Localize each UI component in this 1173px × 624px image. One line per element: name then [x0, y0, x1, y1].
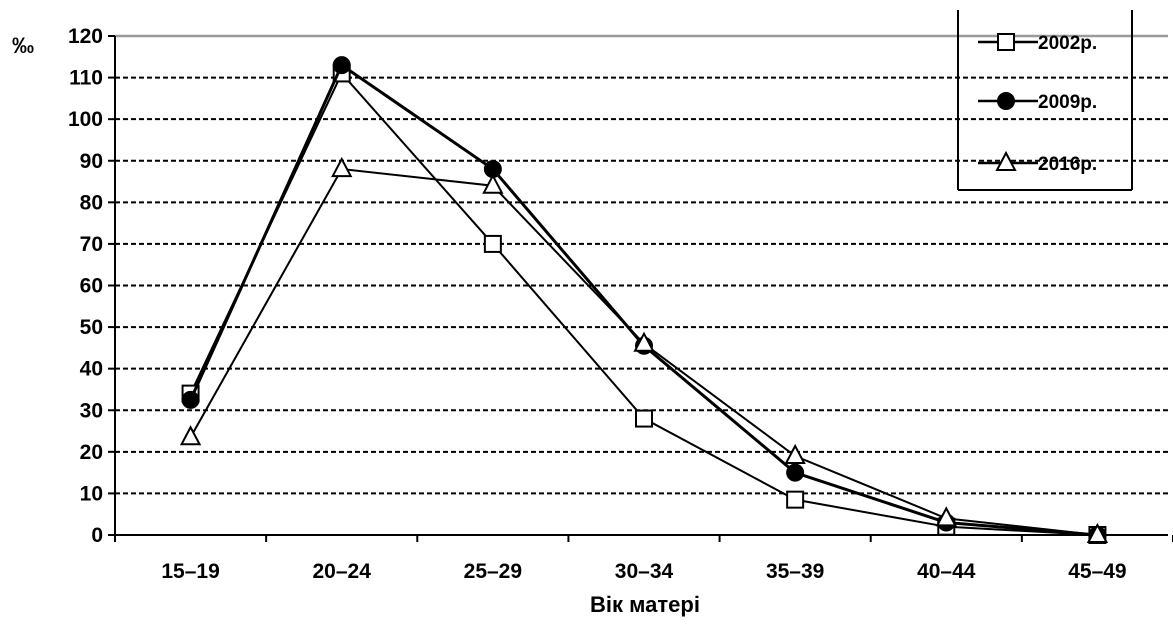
series-2 — [181, 56, 1107, 544]
data-point — [786, 490, 805, 509]
data-point — [482, 173, 504, 194]
y-axis-ticks: 0 10 20 30 40 50 60 70 80 90 100 110 120 — [68, 25, 115, 547]
x-tick-label: 45–49 — [1068, 560, 1126, 583]
y-tick-label: 60 — [80, 275, 103, 298]
y-tick-label: 100 — [68, 108, 103, 131]
series-group — [179, 56, 1109, 544]
x-axis-label: Вік матері — [590, 592, 700, 617]
gridlines — [115, 34, 1168, 495]
y-tick-label: 70 — [80, 233, 103, 256]
data-point — [786, 463, 805, 482]
legend-entry: 2009р. — [978, 92, 1097, 113]
y-tick-label: 40 — [80, 358, 103, 381]
legend-label: 2016р. — [1038, 154, 1097, 175]
y-tick-label: 10 — [80, 482, 103, 505]
y-tick-label: 30 — [80, 399, 103, 422]
y-tick-label: 120 — [68, 25, 103, 48]
x-axis-ticks: 15–19 20–24 25–29 30–34 35–39 40–44 45–49 — [114, 535, 1173, 583]
data-point — [635, 409, 653, 428]
x-tick-label: 25–29 — [464, 560, 522, 583]
data-point — [181, 390, 200, 409]
legend-label: 2009р. — [1038, 92, 1097, 113]
series-3 — [179, 156, 1109, 543]
x-tick-label: 35–39 — [766, 560, 824, 583]
legend-marker — [995, 150, 1017, 171]
axes — [114, 36, 1168, 541]
y-tick-label: 110 — [69, 67, 103, 90]
data-point — [1086, 522, 1109, 543]
series-1 — [181, 64, 1107, 544]
x-tick-label: 15–19 — [161, 560, 219, 583]
legend: 2002р. 2009р. 2016р. — [957, 10, 1133, 191]
data-point — [332, 56, 351, 75]
legend-entry: 2016р. — [978, 150, 1097, 175]
data-point — [633, 331, 655, 352]
x-tick-label: 40–44 — [917, 560, 976, 583]
data-point — [179, 425, 202, 446]
data-point — [331, 156, 353, 178]
x-tick-label: 20–24 — [313, 560, 372, 583]
legend-marker — [997, 33, 1015, 51]
data-point — [935, 506, 957, 527]
y-tick-label: 90 — [80, 150, 103, 173]
legend-entry: 2002р. — [978, 33, 1097, 54]
y-tick-label: 20 — [80, 441, 103, 464]
y-tick-label: 80 — [80, 191, 103, 214]
data-point — [483, 234, 502, 253]
series-line — [189, 62, 1098, 537]
series-line — [189, 71, 1098, 536]
y-tick-label: 50 — [80, 316, 103, 339]
data-point — [784, 443, 806, 464]
y-axis-label: ‰ — [12, 33, 34, 58]
x-tick-label: 30–34 — [615, 560, 674, 583]
legend-label: 2002р. — [1038, 33, 1097, 54]
legend-marker — [997, 92, 1015, 110]
y-tick-label: 0 — [91, 524, 103, 547]
